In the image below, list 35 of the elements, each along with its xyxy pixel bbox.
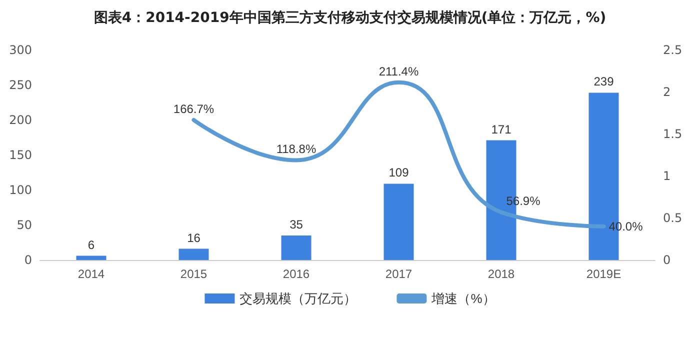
y-tick-label: 250 bbox=[9, 78, 32, 92]
y2-tick-label: 2.5 bbox=[663, 43, 682, 57]
data-label: 211.4% bbox=[378, 64, 419, 78]
y2-tick-label: 2 bbox=[663, 85, 671, 99]
data-label: 6 bbox=[88, 238, 95, 252]
x-tick-label: 2014 bbox=[78, 267, 105, 281]
y2-tick-label: 1 bbox=[663, 169, 671, 183]
y2-tick-label: 0.5 bbox=[663, 211, 682, 225]
y-tick-label: 300 bbox=[9, 43, 32, 57]
x-tick-label: 2016 bbox=[282, 267, 310, 281]
y2-tick-label: 0 bbox=[663, 253, 671, 267]
data-label: 109 bbox=[388, 166, 410, 180]
data-label: 16 bbox=[187, 230, 201, 245]
y2-tick-label: 1.5 bbox=[663, 127, 682, 141]
data-label: 35 bbox=[290, 218, 304, 232]
x-tick-label: 2017 bbox=[385, 267, 412, 281]
data-label: 118.8% bbox=[276, 142, 316, 156]
bar bbox=[76, 256, 106, 260]
bar bbox=[281, 236, 312, 260]
legend-label: 交易规模（万亿元） bbox=[240, 291, 357, 306]
bar bbox=[384, 184, 414, 260]
y-tick-label: 50 bbox=[16, 218, 32, 232]
data-label: 166.7% bbox=[173, 102, 214, 116]
x-tick-label: 2015 bbox=[180, 267, 208, 281]
y-tick-label: 150 bbox=[9, 148, 32, 162]
chart-title: 图表4：2014-2019年中国第三方支付移动支付交易规模情况(单位：万亿元，%) bbox=[94, 9, 606, 26]
legend-label: 增速（%） bbox=[430, 291, 496, 306]
data-label: 239 bbox=[594, 74, 614, 89]
y-tick-label: 0 bbox=[24, 253, 32, 267]
data-label: 171 bbox=[491, 122, 512, 136]
y-tick-label: 100 bbox=[9, 183, 32, 197]
y-tick-label: 200 bbox=[9, 113, 32, 127]
x-tick-label: 2019E bbox=[586, 267, 622, 281]
bar bbox=[178, 248, 209, 260]
x-tick-label: 2018 bbox=[488, 267, 515, 281]
